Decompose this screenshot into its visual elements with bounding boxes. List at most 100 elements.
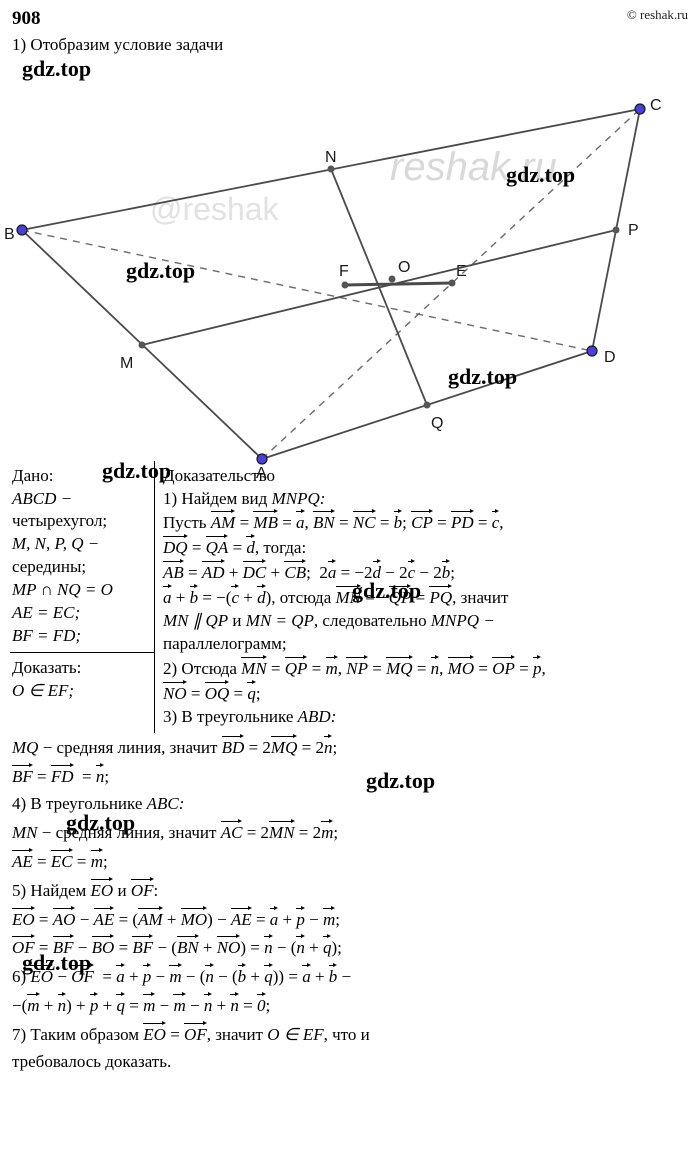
v-MN2: MN: [241, 656, 267, 681]
v-QP2: QP: [285, 656, 308, 681]
p13b: и: [113, 881, 131, 900]
problem-number: 908: [12, 6, 41, 32]
v-c2: c: [408, 560, 416, 585]
proof-p10: 4) В треугольнике ABC:: [0, 791, 700, 818]
proof-p12: AE = EC = m;: [0, 847, 700, 876]
v-q4: q: [116, 993, 125, 1018]
v-BF2: BF: [53, 935, 74, 960]
given-l2a: M, N, P, Q −: [12, 533, 148, 556]
given-l3: MP ∩ NQ = O: [12, 579, 148, 602]
p16: 6): [12, 967, 30, 986]
p11a: MN: [12, 823, 38, 842]
v-BO: BO: [92, 935, 115, 960]
p18c: O ∈ EF: [267, 1025, 323, 1044]
v-AE2: AE: [94, 907, 115, 932]
given-l1b: четырехугол;: [12, 510, 148, 533]
v-b2: b: [442, 560, 451, 585]
p4e: , значит: [452, 588, 508, 607]
v-EO4: EO: [143, 1022, 166, 1047]
v-p4: p: [90, 993, 99, 1018]
p18: 7) Таким образом: [12, 1025, 143, 1044]
v-BF: BF: [12, 764, 33, 789]
v-p: p: [533, 656, 542, 681]
given-l5: BF = FD;: [12, 625, 148, 648]
copyright-text: © reshak.ru: [627, 6, 688, 32]
proof-p17: −(m + n) + p + q = m − m − n + n = 0;: [0, 991, 700, 1020]
p3a: , тогда:: [255, 538, 306, 557]
v-m4: m: [323, 907, 335, 932]
proof-p19: требовалось доказать.: [0, 1049, 700, 1076]
v-NC: NC: [353, 510, 376, 535]
v-BD: BD: [222, 735, 245, 760]
header-row: 908 © reshak.ru: [0, 0, 700, 34]
geometry-diagram: ABCDMNPQOFE: [0, 61, 700, 461]
proof-p5a: MN ∥ QP и MN = QP, следовательно MNPQ −: [163, 610, 690, 633]
v-CB: CB: [284, 560, 306, 585]
v-OF: OF: [131, 878, 154, 903]
v-0: 0: [257, 993, 266, 1018]
v-AM: AM: [211, 510, 236, 535]
proof-p7: 3) В треугольнике ABD:: [163, 706, 690, 729]
p10: 4) В треугольнике: [12, 794, 147, 813]
v-p3: p: [143, 964, 152, 989]
v-EO: EO: [91, 878, 114, 903]
p6: 2) Отсюда: [163, 659, 241, 678]
v-DC: DC: [243, 560, 267, 585]
p5c: MN = QP: [246, 611, 314, 630]
v-MN: MN: [336, 585, 362, 610]
v-n7: n: [58, 993, 67, 1018]
p18b: , значит: [207, 1025, 268, 1044]
v-EO3: EO: [30, 964, 53, 989]
v-AM2: AM: [138, 907, 163, 932]
p5e: MNPQ −: [431, 611, 495, 630]
v-a4: a: [270, 907, 279, 932]
v-d: d: [246, 535, 255, 560]
proof-p16: 6) EO − OF = a + p − m − (n − (b + q)) =…: [0, 962, 700, 991]
v-MO2: MO: [181, 907, 207, 932]
v-q2: q: [323, 935, 332, 960]
v-m7: m: [143, 993, 155, 1018]
v-q3: q: [264, 964, 273, 989]
v-d2: d: [373, 560, 382, 585]
v-AE: AE: [12, 849, 33, 874]
diagram-svg: [0, 61, 700, 481]
p1a: 1) Найдем вид: [163, 489, 272, 508]
p5a: MN ∥ QP: [163, 611, 228, 630]
v-OP: OP: [492, 656, 515, 681]
proof-p15: OF = BF − BO = BF − (BN + NO) = n − (n +…: [0, 933, 700, 962]
v-n2: n: [324, 735, 333, 760]
v-AD: AD: [202, 560, 225, 585]
p7b: ABD:: [298, 707, 337, 726]
v-NP: NP: [346, 656, 368, 681]
given-l2b: середины;: [12, 556, 148, 579]
v-MO: MO: [448, 656, 474, 681]
v-b4: b: [238, 964, 247, 989]
v-CP: CP: [411, 510, 433, 535]
v-OQ: OQ: [205, 681, 230, 706]
v-a5: a: [116, 964, 125, 989]
v-n5: n: [296, 935, 305, 960]
v-a2: a: [328, 560, 337, 585]
v-NO: NO: [163, 681, 187, 706]
v-FD: FD: [51, 764, 74, 789]
v-n6: n: [205, 964, 214, 989]
v-NO2: NO: [217, 935, 241, 960]
proof-p4b: a + b = −(c + d), отсюда MN = −QP = PQ, …: [163, 585, 690, 610]
v-OF2: OF: [12, 935, 35, 960]
v-MB: MB: [253, 510, 278, 535]
v-n8: n: [204, 993, 213, 1018]
v-m5: m: [169, 964, 181, 989]
v-c3: c: [231, 585, 239, 610]
v-BF3: BF: [132, 935, 153, 960]
v-c: c: [492, 510, 500, 535]
p10b: ABC:: [147, 794, 185, 813]
v-a3: a: [163, 585, 172, 610]
v-b3: b: [190, 585, 199, 610]
proof-column: Доказательство 1) Найдем вид MNPQ: Пусть…: [155, 461, 700, 733]
step1-text: 1) Отобразим условие задачи: [0, 34, 700, 61]
v-MQ2: MQ: [271, 735, 297, 760]
proof-p6: 2) Отсюда MN = QP = m, NP = MQ = n, MO =…: [163, 656, 690, 681]
p13: 5) Найдем: [12, 881, 91, 900]
p5b: и: [228, 611, 246, 630]
p4n: отсюда: [280, 588, 336, 607]
